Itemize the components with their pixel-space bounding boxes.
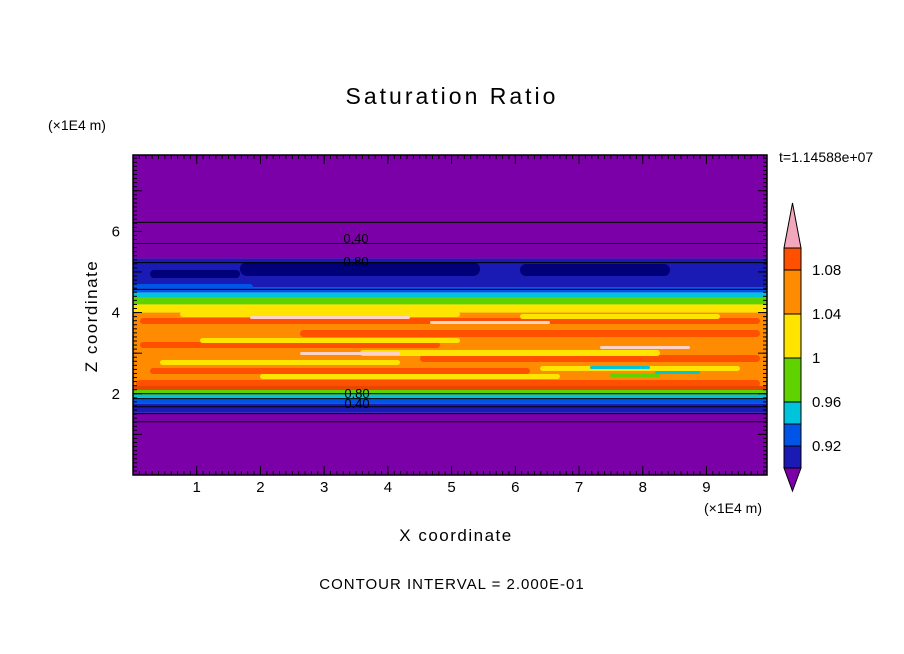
chart-title: Saturation Ratio: [346, 83, 559, 109]
colorbar-label: 0.92: [812, 438, 841, 455]
contour-band: [133, 292, 767, 298]
z-tick-label: 6: [112, 223, 120, 240]
texture-streak: [260, 374, 560, 379]
contour-interval-label: CONTOUR INTERVAL = 2.000E-01: [319, 576, 584, 593]
texture-streak: [140, 342, 440, 348]
plot-border: [132, 154, 768, 476]
texture-streak: [133, 386, 767, 390]
texture-streak: [180, 312, 460, 317]
colorbar-top-arrow: [783, 202, 802, 249]
z-tick-label: 4: [112, 305, 120, 322]
texture-streak: [133, 284, 253, 290]
x-tick-label: 8: [639, 479, 647, 496]
texture-streak: [360, 350, 660, 356]
colorbar-label: 1: [812, 350, 820, 367]
texture-streak: [610, 374, 660, 377]
texture-streak: [520, 314, 720, 319]
x-tick-label: 2: [256, 479, 264, 496]
colorbar-label: 1.08: [812, 262, 841, 279]
colorbar-segment: [783, 357, 802, 403]
colorbar: [783, 202, 802, 493]
colorbar-labels: 1.08 1.04 1 0.96 0.92: [812, 262, 841, 455]
texture-streak: [300, 352, 400, 355]
x-tick-label: 7: [575, 479, 583, 496]
contour-band: [133, 394, 767, 399]
texture-streak: [160, 360, 400, 365]
colorbar-segment: [783, 247, 802, 271]
contour-band: [133, 398, 767, 404]
x-tick-label: 5: [447, 479, 455, 496]
texture-streak: [590, 366, 650, 369]
z-tick-labels: 2 4 6: [112, 223, 120, 402]
texture-streak: [150, 368, 530, 374]
z-axis-title: Z coordinate: [82, 260, 101, 373]
texture-streak: [240, 262, 480, 276]
colorbar-segment: [783, 269, 802, 315]
x-tick-label: 9: [702, 479, 710, 496]
z-axis-unit-label: (×1E4 m): [48, 117, 106, 133]
axis-ticks: [133, 155, 767, 475]
x-axis-unit-label: (×1E4 m): [704, 500, 762, 516]
colorbar-segment: [783, 401, 802, 425]
texture-streak: [430, 321, 550, 324]
z-tick-label: 2: [112, 386, 120, 403]
contour-band: [133, 287, 767, 293]
contour-line-label: 0.40: [344, 396, 369, 411]
x-tick-label: 3: [320, 479, 328, 496]
contour-line-label: 0.80: [344, 386, 369, 401]
contour-lines: [133, 221, 767, 423]
contour-line-labels: 0.400.800.800.40: [343, 231, 369, 411]
texture-streak: [600, 346, 690, 349]
contour-field: [133, 155, 767, 475]
x-tick-label: 4: [384, 479, 392, 496]
texture-streak: [250, 316, 410, 319]
x-tick-label: 6: [511, 479, 519, 496]
x-axis-title: X coordinate: [399, 526, 512, 545]
texture-streak: [136, 380, 760, 387]
texture-streak: [200, 338, 460, 343]
texture-streak: [420, 355, 760, 362]
texture-streak: [150, 270, 240, 278]
texture-streak: [655, 371, 700, 374]
contour-band: [133, 297, 767, 305]
contour-band: [133, 403, 767, 413]
contour-band: [133, 304, 767, 313]
texture-streak: [520, 264, 670, 276]
contour-band: [133, 412, 767, 475]
contour-line-label: 0.80: [343, 254, 368, 269]
contour-line-label: 0.40: [343, 231, 368, 246]
colorbar-label: 1.04: [812, 306, 841, 323]
colorbar-segment: [783, 445, 802, 469]
colorbar-segment: [783, 423, 802, 447]
x-tick-label: 1: [193, 479, 201, 496]
contour-band: [133, 155, 767, 259]
time-annotation: t=1.14588e+07: [779, 149, 873, 165]
colorbar-segment: [783, 313, 802, 359]
colorbar-bottom-arrow: [783, 467, 802, 493]
x-tick-labels: 1 2 3 4 5 6 7 8 9: [193, 479, 711, 496]
colorbar-label: 0.96: [812, 394, 841, 411]
texture-streak: [300, 330, 760, 337]
contour-band: [133, 388, 767, 395]
